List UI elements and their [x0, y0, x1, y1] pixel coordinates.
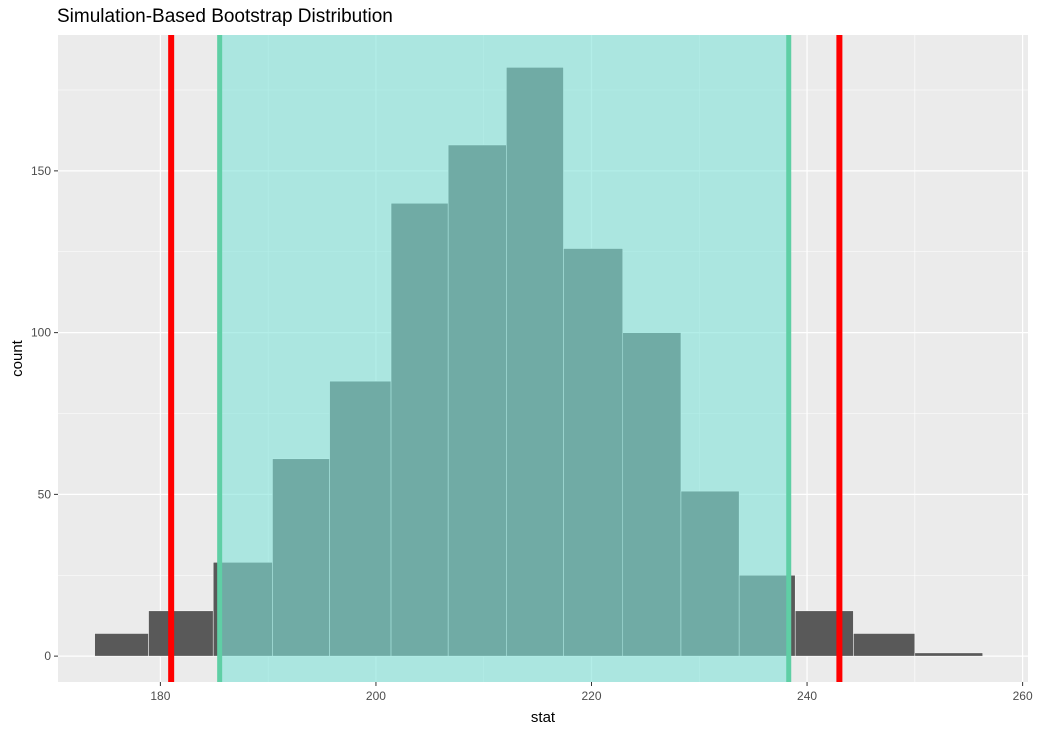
histogram-bar	[853, 633, 916, 657]
histogram-bar	[794, 610, 854, 657]
y-axis: 0 50 100 150	[31, 164, 58, 663]
x-axis-title: stat	[531, 709, 556, 726]
y-axis-title: count	[9, 339, 26, 377]
x-tick-label: 260	[1013, 689, 1033, 703]
y-tick-label: 0	[44, 649, 51, 663]
confidence-interval-shade	[217, 35, 792, 682]
y-tick-label: 150	[31, 164, 51, 178]
x-tick-label: 240	[797, 689, 817, 703]
histogram-bar	[148, 610, 214, 657]
x-axis: 180 200 220 240 260	[150, 682, 1033, 703]
y-tick-label: 50	[38, 487, 52, 501]
x-tick-label: 180	[150, 689, 170, 703]
x-tick-label: 200	[366, 689, 386, 703]
shaded-interval-region	[219, 35, 789, 682]
histogram-bar	[914, 652, 983, 657]
chart-title: Simulation-Based Bootstrap Distribution	[57, 6, 393, 27]
x-tick-label: 220	[581, 689, 601, 703]
y-tick-label: 100	[31, 326, 51, 340]
reference-lines	[168, 35, 843, 682]
histogram-bar	[94, 633, 149, 657]
